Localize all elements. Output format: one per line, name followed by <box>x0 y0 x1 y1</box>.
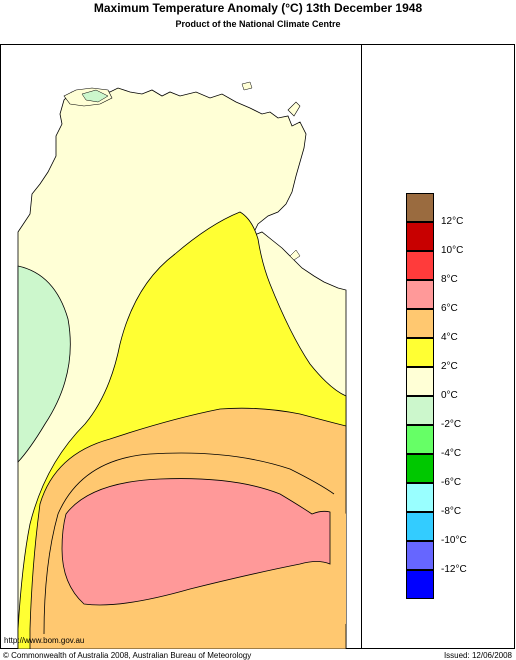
map-subtitle: Product of the National Climate Centre <box>175 19 341 29</box>
contour-line-6 <box>43 452 335 635</box>
legend-label-minus-8: -8°C <box>441 506 462 517</box>
legend-label-4: 4°C <box>441 332 458 343</box>
green-island-patch <box>81 89 109 103</box>
legend-label-10: 10°C <box>441 245 464 256</box>
issued-date: Issued: 12/06/2008 <box>443 651 512 660</box>
legend-label-minus-6: -6°C <box>441 477 462 488</box>
legend-label-0: 0°C <box>441 390 458 401</box>
legend-swatch-minus-10 <box>406 541 434 570</box>
legend-label-12: 12°C <box>441 216 464 227</box>
gulf-islands <box>289 249 301 261</box>
legend-label-minus-4: -4°C <box>441 448 462 459</box>
legend-swatch-above-12 <box>406 193 434 222</box>
copyright-notice: © Commonwealth of Australia 2008, Austra… <box>3 651 252 660</box>
legend-swatch-0 <box>406 396 434 425</box>
legend-swatch-6 <box>406 309 434 338</box>
legend-swatch-8 <box>406 280 434 309</box>
legend-label-6: 6°C <box>441 303 458 314</box>
legend-label-minus-10: -10°C <box>441 535 467 546</box>
anomaly-8-10-region <box>61 478 331 606</box>
legend-swatch-minus-4 <box>406 454 434 483</box>
legend-swatch-12 <box>406 222 434 251</box>
legend-swatch-10 <box>406 251 434 280</box>
legend-label-2: 2°C <box>441 361 458 372</box>
legend-swatch-minus-12 <box>406 570 434 599</box>
coastal-island-east <box>287 101 301 117</box>
legend-label-8: 8°C <box>441 274 458 285</box>
legend-swatch-minus-2 <box>406 425 434 454</box>
legend-swatch-minus-6 <box>406 483 434 512</box>
legend-swatch-2 <box>406 367 434 396</box>
map-title: Maximum Temperature Anomaly (°C) 13th De… <box>93 1 423 15</box>
legend-label-minus-12: -12°C <box>441 564 467 575</box>
legend-swatch-4 <box>406 338 434 367</box>
coastal-island-small <box>241 81 253 91</box>
anomaly-map <box>17 81 347 649</box>
legend-divider <box>361 44 362 649</box>
source-url: http://www.bom.gov.au <box>4 636 85 645</box>
legend-swatch-minus-8 <box>406 512 434 541</box>
legend-label-minus-2: -2°C <box>441 419 462 430</box>
cool-region-west <box>17 265 71 464</box>
